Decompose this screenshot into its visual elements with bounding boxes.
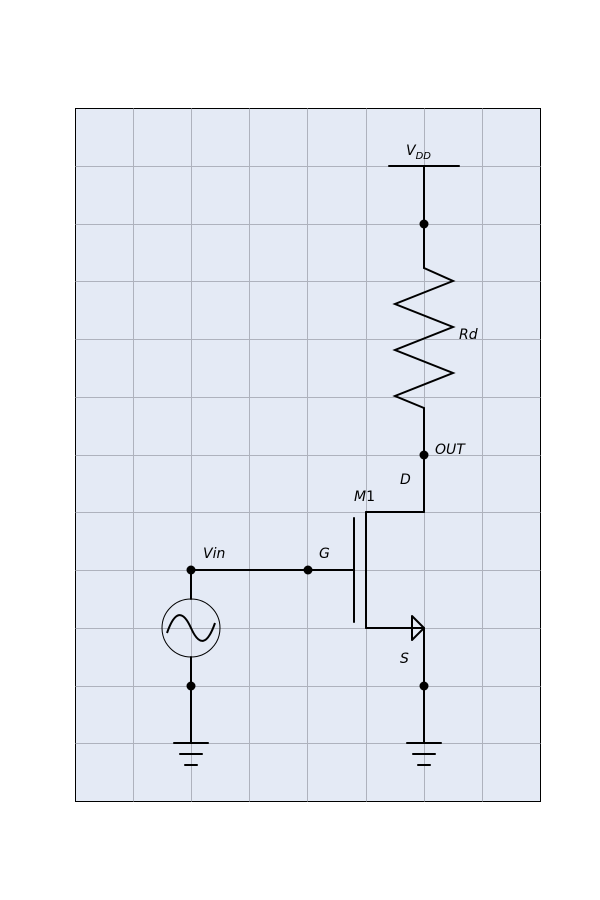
junction-dot <box>186 565 196 575</box>
gate-label: G <box>319 546 330 562</box>
ground-icon <box>173 742 209 766</box>
vdd-label: VDD <box>406 143 431 162</box>
junction-dot <box>303 565 313 575</box>
vdd-rail-icon <box>388 165 460 269</box>
vin-label: Vin <box>203 546 225 562</box>
junction-dot <box>419 219 429 229</box>
drain-label: D <box>400 472 411 488</box>
junction-dot <box>419 450 429 460</box>
resistor-icon <box>392 267 456 409</box>
out-label: OUT <box>435 442 466 458</box>
transistor-label: M1 <box>354 489 375 505</box>
ground-icon <box>406 742 442 766</box>
source-label: S <box>400 651 409 667</box>
junction-dots <box>186 219 429 691</box>
rd-label: Rd <box>459 327 478 343</box>
junction-dot <box>186 681 196 691</box>
junction-dot <box>419 681 429 691</box>
